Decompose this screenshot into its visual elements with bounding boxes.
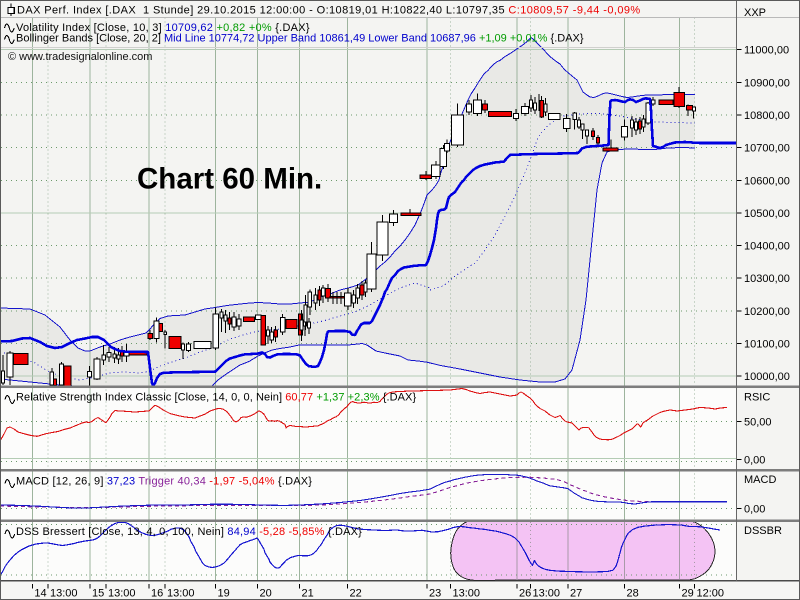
svg-text:15: 15 (92, 588, 104, 600)
svg-text:26: 26 (519, 588, 531, 600)
svg-text:11000,00: 11000,00 (744, 45, 789, 57)
svg-text:29: 29 (682, 588, 694, 600)
svg-text:14: 14 (34, 588, 46, 600)
svg-text:RSIC: RSIC (744, 392, 770, 404)
svg-text:20: 20 (260, 588, 272, 600)
svg-text:50,00: 50,00 (744, 417, 772, 429)
svg-text:13:00: 13:00 (50, 588, 78, 600)
svg-text:Chart 60 Min.: Chart 60 Min. (137, 163, 322, 196)
svg-text:21: 21 (302, 588, 314, 600)
svg-text:19: 19 (218, 588, 230, 600)
svg-text:10400,00: 10400,00 (744, 241, 790, 253)
svg-text:MACD: MACD (744, 474, 776, 486)
svg-text:13:00: 13:00 (167, 588, 195, 600)
svg-text:13:00: 13:00 (453, 588, 481, 600)
svg-text:16: 16 (151, 588, 163, 600)
svg-text:13:00: 13:00 (533, 588, 561, 600)
svg-text:27: 27 (570, 588, 582, 600)
svg-text:22: 22 (350, 588, 362, 600)
svg-text:10000,00: 10000,00 (744, 371, 790, 383)
svg-text:MACD [12, 26, 9] 37,23 Trigger: MACD [12, 26, 9] 37,23 Trigger 40,34 -1,… (16, 476, 312, 488)
svg-text:10600,00: 10600,00 (744, 175, 790, 187)
svg-text:Relative Strength Index Classi: Relative Strength Index Classic [Close, … (16, 392, 416, 404)
svg-text:23: 23 (429, 588, 441, 600)
svg-text:12:00: 12:00 (697, 588, 725, 600)
svg-text:DAX Perf. Index [.DAX 1 Stund: DAX Perf. Index [.DAX 1 Stunde] 29.10.20… (17, 5, 641, 17)
svg-text:10700,00: 10700,00 (744, 143, 790, 155)
svg-text:10100,00: 10100,00 (744, 339, 790, 351)
svg-text:DSSBR: DSSBR (744, 525, 782, 537)
svg-text:0,00: 0,00 (744, 455, 765, 467)
svg-text:10200,00: 10200,00 (744, 306, 790, 318)
svg-text:10800,00: 10800,00 (744, 110, 790, 122)
svg-text:Bollinger Bands [Close, 20, 2]: Bollinger Bands [Close, 20, 2] Mid Line … (16, 32, 584, 44)
svg-text:13:00: 13:00 (108, 588, 136, 600)
svg-text:Volatility Index [Close, 10, 3: Volatility Index [Close, 10, 3] 10709,62… (16, 22, 310, 34)
svg-text:0,00: 0,00 (744, 504, 765, 516)
svg-text:10900,00: 10900,00 (744, 77, 790, 89)
svg-text:28: 28 (627, 588, 639, 600)
svg-text:10300,00: 10300,00 (744, 273, 790, 285)
svg-text:© www.tradesignalonline.com: © www.tradesignalonline.com (8, 51, 152, 63)
svg-text:10500,00: 10500,00 (744, 208, 790, 220)
svg-text:DSS Bressert [Close, 13, 4, 0,: DSS Bressert [Close, 13, 4, 0, 100, Nein… (16, 526, 362, 538)
svg-text:XXP: XXP (744, 7, 766, 19)
